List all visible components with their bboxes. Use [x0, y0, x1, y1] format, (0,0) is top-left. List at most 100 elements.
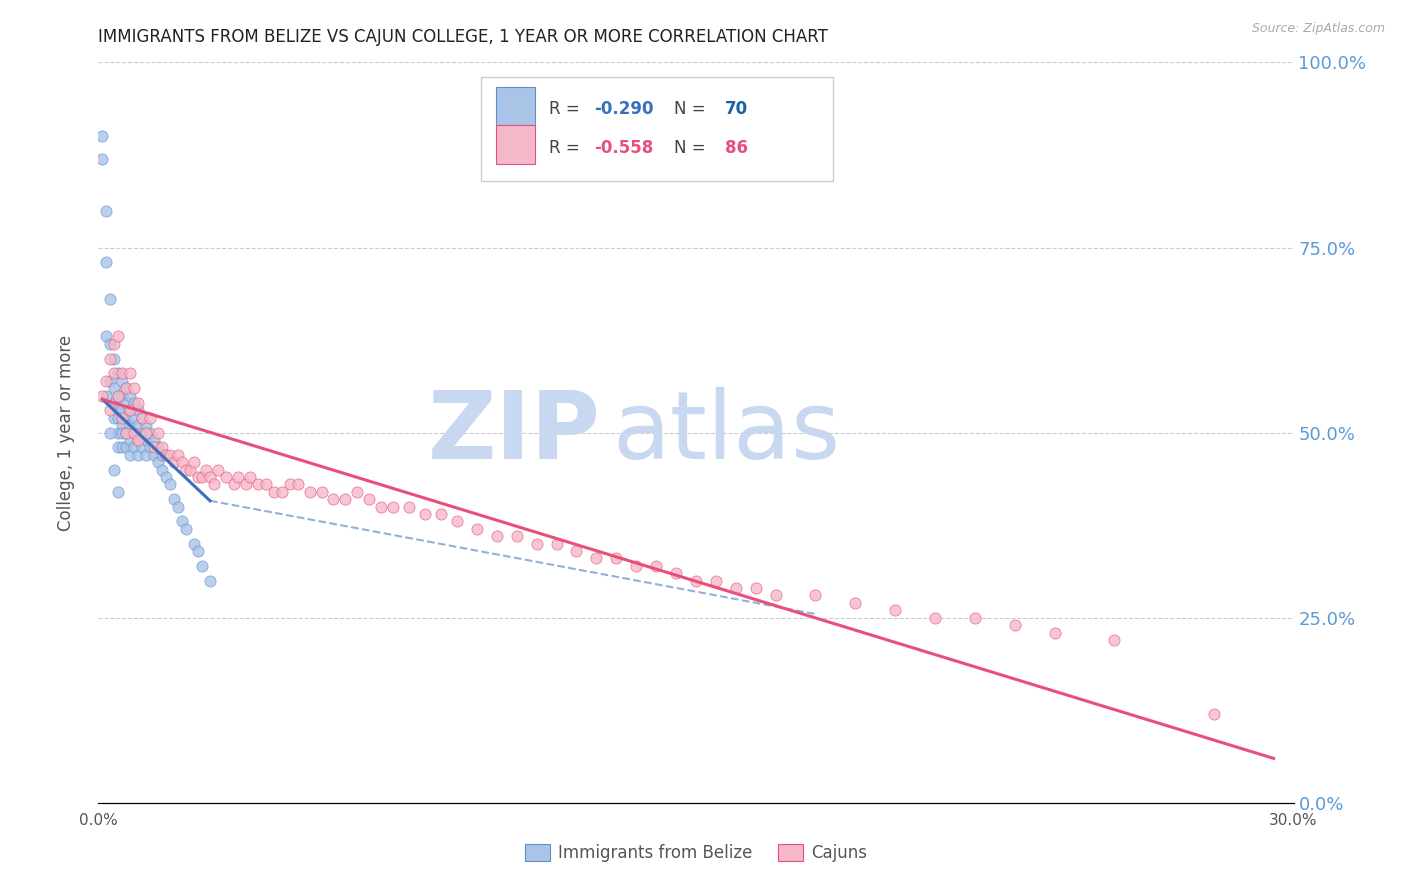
Point [278, 477, 301, 491]
Point [924, 610, 946, 624]
Point [139, 441, 162, 455]
Point [963, 610, 986, 624]
Point [506, 529, 529, 543]
Point [139, 425, 162, 440]
Point [107, 367, 129, 381]
Point [398, 500, 420, 514]
Text: R =: R = [548, 100, 585, 118]
Point [111, 388, 134, 402]
Point [124, 396, 146, 410]
Point [107, 484, 129, 499]
Point [131, 425, 153, 440]
Point [187, 544, 209, 558]
Point [207, 462, 229, 476]
Point [107, 410, 129, 425]
Point [120, 367, 142, 381]
Point [163, 455, 186, 469]
Point [150, 462, 173, 476]
Point [96, 255, 118, 269]
Point [413, 507, 436, 521]
Legend: Immigrants from Belize, Cajuns: Immigrants from Belize, Cajuns [519, 837, 873, 869]
Point [111, 441, 134, 455]
Point [263, 484, 285, 499]
Point [96, 388, 118, 402]
Point [127, 418, 149, 433]
Point [222, 477, 245, 491]
Point [98, 425, 122, 440]
Y-axis label: College, 1 year or more: College, 1 year or more [56, 334, 75, 531]
Point [183, 455, 205, 469]
Point [187, 470, 209, 484]
Point [382, 500, 405, 514]
Point [111, 418, 134, 433]
Text: IMMIGRANTS FROM BELIZE VS CAJUN COLLEGE, 1 YEAR OR MORE CORRELATION CHART: IMMIGRANTS FROM BELIZE VS CAJUN COLLEGE,… [98, 28, 828, 45]
Point [135, 433, 157, 447]
Point [143, 448, 166, 462]
Point [107, 388, 129, 402]
Point [155, 448, 177, 462]
Point [107, 441, 129, 455]
Point [107, 329, 129, 343]
Point [107, 425, 129, 440]
Point [685, 574, 707, 588]
FancyBboxPatch shape [496, 126, 534, 164]
Point [111, 403, 134, 417]
Text: Source: ZipAtlas.com: Source: ZipAtlas.com [1251, 22, 1385, 36]
Point [135, 418, 157, 433]
Point [115, 425, 138, 440]
Point [91, 388, 114, 402]
Point [135, 425, 157, 440]
Point [322, 492, 344, 507]
Text: atlas: atlas [613, 386, 841, 479]
Point [120, 403, 142, 417]
Point [198, 574, 221, 588]
Point [148, 441, 170, 455]
Point [120, 433, 142, 447]
Point [124, 441, 146, 455]
Point [191, 470, 214, 484]
Point [124, 410, 146, 425]
Point [150, 441, 173, 455]
Point [246, 477, 269, 491]
Point [98, 293, 122, 307]
Point [745, 581, 768, 595]
Point [91, 152, 114, 166]
Point [103, 367, 125, 381]
Point [131, 410, 153, 425]
Point [884, 603, 907, 617]
Point [96, 203, 118, 218]
Point [446, 515, 468, 529]
FancyBboxPatch shape [496, 87, 534, 126]
Point [174, 522, 197, 536]
Point [704, 574, 727, 588]
Point [287, 477, 309, 491]
Point [103, 396, 125, 410]
Point [191, 558, 214, 573]
Point [96, 374, 118, 388]
FancyBboxPatch shape [481, 78, 834, 181]
Text: N =: N = [675, 138, 711, 157]
Point [167, 448, 190, 462]
Point [103, 336, 125, 351]
Point [239, 470, 262, 484]
Point [143, 441, 166, 455]
Point [167, 500, 190, 514]
Point [159, 477, 181, 491]
Point [183, 536, 205, 550]
Point [465, 522, 488, 536]
Point [172, 455, 194, 469]
Point [335, 492, 357, 507]
Point [111, 374, 134, 388]
Point [585, 551, 607, 566]
Point [215, 470, 238, 484]
Point [127, 433, 149, 447]
Point [626, 558, 648, 573]
Point [115, 441, 138, 455]
Point [1004, 618, 1026, 632]
Point [103, 410, 125, 425]
Point [163, 492, 186, 507]
Point [111, 367, 134, 381]
Point [804, 589, 827, 603]
Point [198, 470, 221, 484]
Point [120, 448, 142, 462]
